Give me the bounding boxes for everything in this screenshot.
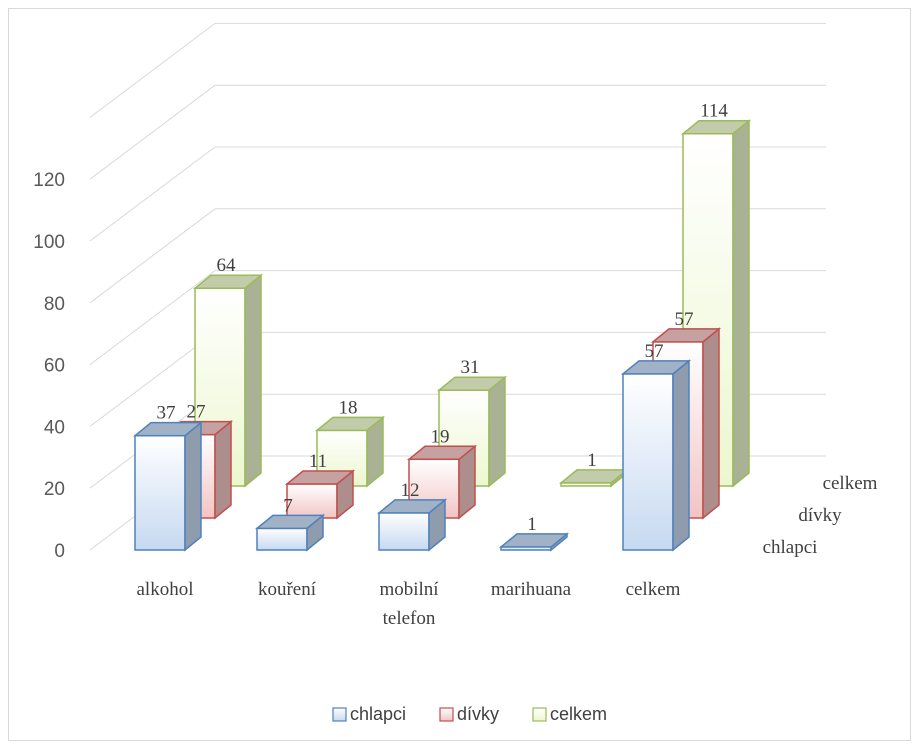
gridline-140	[89, 23, 216, 118]
bar-side	[488, 375, 506, 488]
bar-top	[284, 470, 356, 485]
gridline-40	[89, 332, 216, 427]
data-label: 57	[675, 309, 694, 330]
y-tick-label: 0	[54, 541, 65, 562]
data-label: 31	[461, 357, 480, 378]
data-label: 27	[187, 402, 206, 423]
bar-top	[620, 360, 692, 375]
x-tick-label: telefon	[383, 608, 436, 629]
x-tick-label: alkohol	[137, 579, 194, 600]
bar-top	[436, 376, 508, 391]
legend-label-dívky: dívky	[457, 704, 499, 724]
bar-side	[702, 327, 720, 520]
bar-front	[378, 512, 430, 551]
x-tick-label: mobilní	[379, 579, 439, 600]
data-label: 1	[527, 514, 537, 535]
bar-side	[184, 421, 202, 552]
bar-front	[134, 434, 186, 551]
bar-front	[256, 527, 308, 551]
gridline-120	[89, 84, 216, 180]
y-tick-label: 120	[33, 170, 65, 191]
bar-celkem-3	[558, 468, 630, 488]
depth-label-dívky: dívky	[798, 505, 842, 526]
legend-label-chlapci: chlapci	[350, 704, 406, 724]
data-label: 1	[587, 450, 597, 471]
bar-side	[214, 419, 232, 520]
bar-top	[192, 274, 264, 289]
y-tick-label: 40	[44, 417, 65, 438]
bar-chlapci-2	[376, 498, 448, 552]
depth-label-celkem: celkem	[823, 473, 878, 494]
y-tick-label: 100	[33, 232, 65, 253]
data-label: 37	[157, 403, 176, 424]
bar-front	[286, 483, 338, 519]
x-tick-label: celkem	[626, 579, 681, 600]
bar-side	[672, 359, 690, 552]
data-label: 7	[283, 495, 293, 516]
bar-chlapci-4	[620, 359, 692, 552]
legend-swatch-dívky	[439, 707, 454, 722]
bar-front	[622, 373, 674, 551]
gridline-100	[89, 146, 216, 242]
bar-top	[254, 514, 326, 530]
data-label: 11	[309, 451, 327, 472]
data-label: 57	[645, 341, 664, 362]
bar-chlapci-3	[498, 532, 570, 552]
data-label: 114	[700, 101, 728, 122]
gridline-60	[89, 270, 216, 365]
depth-label-chlapci: chlapci	[763, 537, 818, 558]
bar-dívky-1	[284, 469, 356, 520]
y-tick-label: 20	[44, 479, 65, 500]
x-tick-label: marihuana	[491, 579, 572, 600]
y-tick-label: 80	[44, 294, 65, 315]
data-label: 19	[431, 426, 450, 447]
legend-label-celkem: celkem	[550, 704, 607, 724]
legend-swatch-celkem	[532, 707, 547, 722]
bar-side	[244, 273, 262, 488]
bar-top	[132, 421, 204, 437]
bar-top	[650, 328, 722, 343]
bar-top	[376, 499, 448, 514]
y-tick-label: 60	[44, 356, 65, 377]
bar-top	[680, 119, 752, 135]
data-label: 12	[401, 480, 420, 501]
x-tick-label: kouření	[258, 579, 317, 600]
gridline-80	[89, 208, 216, 304]
bar-top	[314, 416, 386, 432]
legend-swatch-chlapci	[332, 707, 347, 722]
data-label: 18	[339, 397, 358, 418]
bar-chlapci-0	[132, 421, 204, 552]
bar-top	[498, 533, 570, 548]
bar-top	[406, 445, 478, 461]
bar-side	[732, 119, 750, 488]
data-label: 64	[217, 255, 237, 276]
bar-chlapci-1	[254, 513, 326, 552]
